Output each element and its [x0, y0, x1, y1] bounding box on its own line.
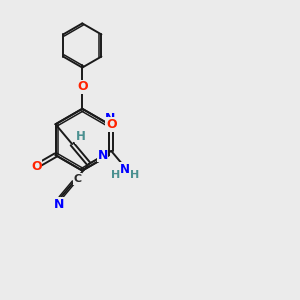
Text: O: O [106, 118, 117, 131]
Text: H: H [111, 170, 120, 181]
Text: N: N [98, 149, 108, 162]
Text: N: N [120, 163, 130, 176]
Text: O: O [31, 160, 42, 173]
Text: H: H [76, 130, 86, 143]
Text: H: H [130, 170, 139, 181]
Text: O: O [77, 80, 88, 93]
Text: N: N [54, 198, 64, 211]
Text: C: C [73, 174, 81, 184]
Text: N: N [105, 112, 116, 125]
